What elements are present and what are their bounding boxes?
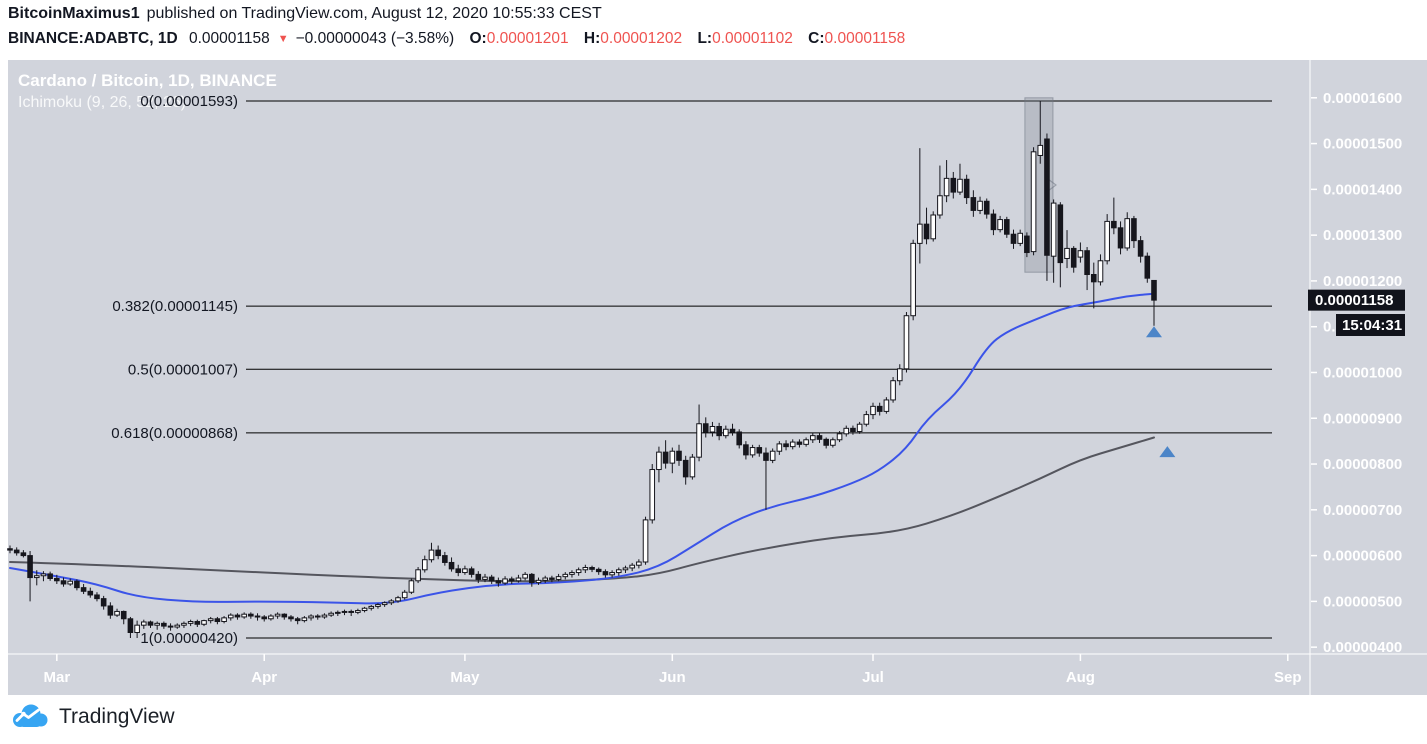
- close-label: C:: [808, 30, 825, 47]
- high-value: 0.00001202: [600, 30, 683, 47]
- close-value: 0.00001158: [824, 30, 906, 47]
- low-value: 0.00001102: [712, 30, 793, 47]
- header: BitcoinMaximus1 published on TradingView.…: [8, 5, 905, 48]
- tradingview-logo-text: TradingView: [59, 704, 175, 728]
- tradingview-logo[interactable]: TradingView: [10, 703, 175, 730]
- low-label: L:: [697, 30, 713, 47]
- high-label: H:: [583, 30, 601, 47]
- symbol-ohlc-line: BINANCE:ADABTC, 1D 0.00001158 ▼ −0.0000004…: [8, 30, 905, 48]
- chart-legend: Cardano / Bitcoin, 1D, BINANCE Ichimoku …: [18, 71, 277, 112]
- open-label: O:: [469, 30, 487, 47]
- legend-indicator: Ichimoku (9, 26, 52, 26): [18, 94, 187, 111]
- publish-line: BitcoinMaximus1 published on TradingView.…: [8, 5, 905, 23]
- price-change: −0.00000043 (−3.58%): [295, 30, 455, 47]
- tradingview-cloud-icon: [13, 704, 48, 727]
- published-text: published on TradingView.com, August 12,…: [146, 5, 602, 22]
- symbol-interval: BINANCE:ADABTC, 1D: [8, 30, 178, 47]
- open-value: 0.00001201: [486, 30, 569, 47]
- legend-symbol-title: Cardano / Bitcoin, 1D, BINANCE: [18, 71, 277, 90]
- chart-pane[interactable]: [8, 60, 1427, 695]
- down-triangle-icon: ▼: [277, 33, 289, 45]
- author-name[interactable]: BitcoinMaximus1: [8, 5, 140, 22]
- last-price: 0.00001158: [188, 30, 270, 47]
